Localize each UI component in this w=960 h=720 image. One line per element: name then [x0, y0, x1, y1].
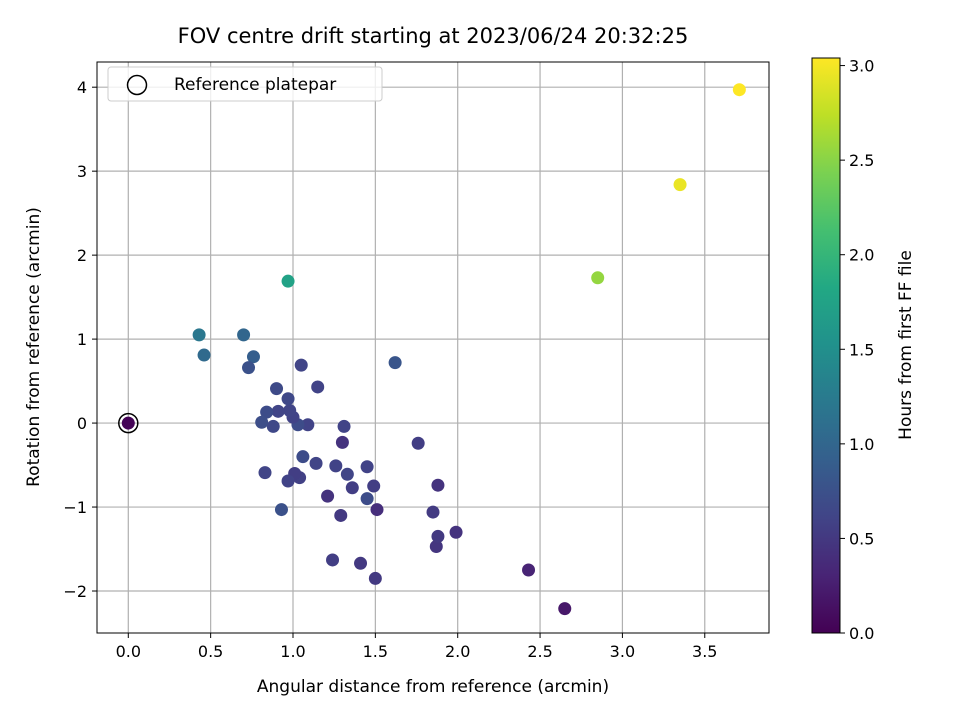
data-point — [121, 416, 135, 430]
grid — [97, 62, 769, 633]
colorbar: 0.0 0.5 1.0 1.5 2.0 2.5 3.0 Hours from first F… — [811, 57, 916, 643]
data-point — [309, 456, 323, 470]
data-point — [426, 505, 440, 519]
data-point — [429, 540, 443, 554]
data-point — [334, 508, 348, 522]
data-point — [294, 358, 308, 372]
data-point — [431, 478, 445, 492]
data-point — [411, 436, 425, 450]
data-point — [329, 459, 343, 473]
data-point — [266, 419, 280, 433]
data-points — [118, 83, 746, 616]
data-point — [360, 492, 374, 506]
data-point — [449, 525, 463, 539]
data-point — [370, 503, 384, 517]
colorbar-gradient — [811, 57, 841, 634]
colorbar-tick-label: 2.5 — [849, 151, 874, 170]
y-tick-label: 2 — [77, 246, 87, 265]
x-tick-label: 2.0 — [445, 642, 470, 661]
x-axis-label: Angular distance from reference (arcmin) — [257, 677, 609, 697]
data-point — [732, 83, 746, 97]
data-point — [368, 571, 382, 585]
data-point — [326, 553, 340, 567]
y-tick-label: 0 — [77, 414, 87, 433]
data-point — [237, 328, 251, 342]
x-tick-label: 1.5 — [363, 642, 388, 661]
data-point — [270, 382, 284, 396]
colorbar-label: Hours from first FF file — [896, 250, 916, 440]
x-tick-label: 0.0 — [116, 642, 141, 661]
data-point — [271, 404, 285, 418]
data-point — [197, 348, 211, 362]
x-tick-label: 0.5 — [198, 642, 223, 661]
data-point — [388, 356, 402, 370]
data-point — [360, 460, 374, 474]
data-point — [354, 556, 368, 570]
legend-marker-reference — [126, 74, 148, 96]
colorbar-tick-label: 0.5 — [849, 529, 874, 548]
data-point — [246, 350, 260, 364]
legend-box — [107, 66, 383, 102]
data-point — [258, 466, 272, 480]
data-point — [337, 419, 351, 433]
data-point — [242, 361, 256, 375]
data-point — [673, 178, 687, 192]
data-point — [340, 467, 354, 481]
data-point — [281, 474, 295, 488]
data-point — [335, 435, 349, 449]
data-point — [192, 328, 206, 342]
colorbar-tick-label: 3.0 — [849, 57, 874, 76]
colorbar-tick-label: 2.0 — [849, 246, 874, 265]
plot-frame — [96, 61, 770, 634]
plot-area: 0.0 0.5 1.0 1.5 2.0 2.5 3.0 3.5 −2 −1 0 1 2 3 4 — [63, 61, 770, 661]
data-point — [301, 418, 315, 432]
legend: Reference platepar — [107, 66, 383, 102]
y-tick-label: 3 — [77, 162, 87, 181]
data-point — [281, 274, 295, 288]
data-point — [558, 602, 572, 616]
y-tick-label: −2 — [63, 582, 87, 601]
data-point — [283, 403, 297, 417]
y-tick-label: −1 — [63, 498, 87, 517]
y-tick-label: 4 — [77, 78, 87, 97]
colorbar-tick-label: 0.0 — [849, 624, 874, 643]
chart-title: FOV centre drift starting at 2023/06/24 … — [178, 24, 689, 48]
data-point — [367, 479, 381, 493]
data-point — [591, 271, 605, 285]
data-point — [260, 405, 274, 419]
data-point — [281, 392, 295, 406]
data-point — [255, 415, 269, 429]
data-point — [321, 489, 335, 503]
x-tick-label: 1.0 — [280, 642, 305, 661]
x-tick-label: 3.0 — [610, 642, 635, 661]
y-axis-label: Rotation from reference (arcmin) — [24, 207, 44, 487]
colorbar-tick-label: 1.5 — [849, 340, 874, 359]
data-point — [274, 503, 288, 517]
data-point — [345, 481, 359, 495]
colorbar-ticks: 0.0 0.5 1.0 1.5 2.0 2.5 3.0 — [840, 57, 874, 643]
y-tick-label: 1 — [77, 330, 87, 349]
x-tick-label: 2.5 — [527, 642, 552, 661]
x-axis-ticks: 0.0 0.5 1.0 1.5 2.0 2.5 3.0 3.5 — [116, 633, 717, 661]
reference-platepar-marker — [118, 412, 139, 434]
data-point — [296, 450, 310, 464]
legend-label-reference: Reference platepar — [174, 75, 336, 95]
y-axis-ticks: −2 −1 0 1 2 3 4 — [63, 78, 97, 601]
data-point — [311, 380, 325, 394]
colorbar-tick-label: 1.0 — [849, 435, 874, 454]
x-tick-label: 3.5 — [692, 642, 717, 661]
data-point — [522, 563, 536, 577]
data-point — [431, 529, 445, 543]
